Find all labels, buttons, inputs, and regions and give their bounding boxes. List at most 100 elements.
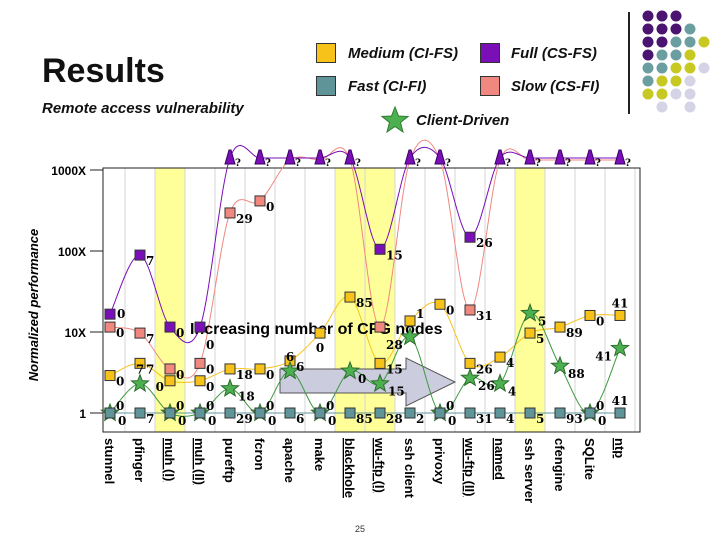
marker-full — [164, 321, 176, 333]
data-label: ? — [535, 158, 541, 169]
decorative-dot — [670, 62, 682, 74]
y-tick-label: 1000X — [51, 164, 86, 178]
data-label: 0 — [316, 341, 324, 355]
decorative-dot — [684, 23, 696, 35]
data-label: 0 — [176, 399, 184, 413]
data-label: 31 — [476, 309, 493, 323]
marker-full — [194, 321, 206, 333]
category-label: ssh client — [402, 438, 417, 499]
data-label: 0 — [266, 399, 274, 413]
divider-line — [628, 12, 630, 114]
slide-title: Results — [42, 52, 165, 90]
unknown-marker-icon — [524, 149, 536, 165]
data-label: ? — [415, 158, 421, 169]
data-label: ? — [325, 158, 331, 169]
marker-fast — [254, 407, 266, 419]
marker-fast — [314, 407, 326, 419]
data-label: 18 — [236, 368, 253, 382]
decorative-dot — [670, 10, 682, 22]
data-label: 0 — [116, 375, 124, 389]
data-label: 26 — [476, 362, 493, 376]
data-label: 7 — [146, 412, 154, 426]
marker-slow — [224, 207, 236, 219]
marker-fast — [134, 407, 146, 419]
marker-fast — [224, 407, 236, 419]
category-label: ntp — [612, 438, 627, 458]
marker-fast — [344, 407, 356, 419]
data-label: ? — [565, 158, 571, 169]
category-label: blackhole — [342, 438, 357, 498]
y-tick-label: 100X — [58, 245, 86, 259]
marker-medium — [344, 291, 356, 303]
marker-fast — [194, 407, 206, 419]
y-axis-label: Normalized performance — [26, 229, 41, 381]
decorative-dot — [642, 36, 654, 48]
decorative-dot — [642, 49, 654, 61]
unknown-marker-icon — [584, 149, 596, 165]
marker-fast — [374, 407, 386, 419]
category-label: ssh server — [522, 438, 537, 503]
marker-slow — [464, 304, 476, 316]
decorative-dot — [670, 36, 682, 48]
data-label: 0 — [266, 200, 274, 214]
marker-slow — [104, 321, 116, 333]
data-label: 0 — [208, 414, 216, 428]
data-label: 0 — [206, 362, 214, 376]
data-label: 1 — [416, 307, 424, 321]
decorative-dot — [670, 23, 682, 35]
data-label: 0 — [598, 414, 606, 428]
decorative-dot — [656, 62, 668, 74]
marker-full — [374, 243, 386, 255]
marker-fast — [404, 407, 416, 419]
data-label: 5 — [536, 332, 544, 346]
client-driven-star-icon — [490, 373, 510, 393]
data-label: 2 — [416, 412, 424, 426]
data-label: 15 — [386, 248, 403, 262]
y-tick-label: 1 — [79, 407, 86, 421]
data-label: 4 — [506, 356, 514, 370]
data-label: 85 — [356, 296, 373, 310]
data-label: 0 — [116, 399, 124, 413]
legend-swatch-full — [480, 43, 500, 63]
data-label: 7 — [136, 363, 144, 377]
marker-medium — [134, 357, 146, 369]
decorative-dot — [684, 101, 696, 113]
category-label: named — [492, 438, 507, 480]
category-label: wu-ftp (II) — [462, 437, 477, 496]
data-label: 0 — [176, 326, 184, 340]
marker-fast — [554, 407, 566, 419]
data-label: 0 — [328, 414, 336, 428]
data-label: 0 — [358, 372, 366, 386]
highlight-column — [154, 167, 186, 433]
data-label: 29 — [236, 212, 253, 226]
decorative-dot — [698, 62, 710, 74]
marker-fast — [614, 407, 626, 419]
data-label: 0 — [448, 414, 456, 428]
data-label: ? — [355, 158, 361, 169]
data-label: 0 — [206, 380, 214, 394]
unknown-marker-icon — [314, 149, 326, 165]
marker-fast — [104, 407, 116, 419]
decorative-dot — [684, 49, 696, 61]
marker-slow — [194, 357, 206, 369]
data-label: 28 — [386, 412, 403, 426]
data-label: 5 — [536, 412, 544, 426]
marker-fast — [524, 407, 536, 419]
data-label: 29 — [236, 412, 253, 426]
legend-swatch-slow — [480, 76, 500, 96]
decorative-dot — [684, 88, 696, 100]
marker-medium — [164, 375, 176, 387]
data-label: ? — [235, 158, 241, 169]
category-label: muh (I) — [162, 438, 177, 481]
category-label: apache — [282, 438, 297, 483]
data-label: 0 — [117, 307, 125, 321]
client-driven-star-icon — [220, 378, 240, 398]
data-label: 7 — [146, 362, 154, 376]
category-label: wu-ftp (I) — [372, 437, 387, 493]
decorative-dot — [656, 49, 668, 61]
data-label: 0 — [266, 368, 274, 382]
marker-fast — [164, 407, 176, 419]
y-tick-label: 10X — [65, 326, 86, 340]
